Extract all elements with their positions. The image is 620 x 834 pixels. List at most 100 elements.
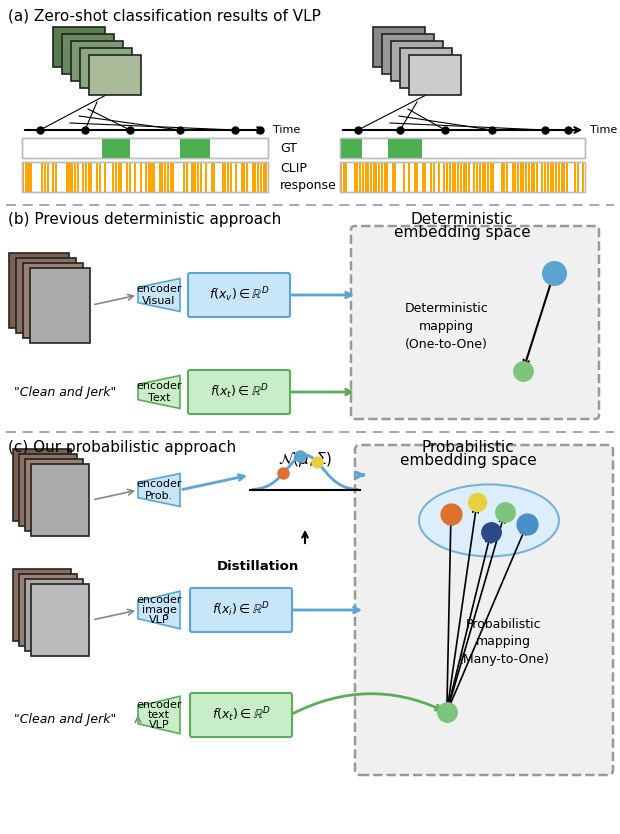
- Text: CLIP
response: CLIP response: [280, 162, 337, 192]
- Bar: [194, 162, 197, 192]
- Bar: [55, 162, 57, 192]
- Bar: [492, 162, 495, 192]
- Bar: [30, 268, 90, 343]
- Bar: [373, 27, 425, 67]
- Bar: [153, 162, 155, 192]
- Bar: [340, 162, 585, 192]
- Bar: [257, 162, 259, 192]
- Text: VLP: VLP: [149, 720, 169, 730]
- Bar: [531, 162, 533, 192]
- Bar: [408, 162, 410, 192]
- Bar: [22, 138, 268, 158]
- Bar: [523, 162, 525, 192]
- Bar: [186, 162, 188, 192]
- Bar: [552, 162, 554, 192]
- Bar: [134, 162, 136, 192]
- Bar: [479, 162, 481, 192]
- Text: $f(x_t) \in \mathbb{R}^D$: $f(x_t) \in \mathbb{R}^D$: [210, 383, 268, 401]
- Ellipse shape: [419, 485, 559, 556]
- Bar: [221, 162, 224, 192]
- Bar: [484, 162, 486, 192]
- Bar: [500, 162, 503, 192]
- Bar: [544, 162, 546, 192]
- Bar: [382, 34, 434, 74]
- Bar: [87, 162, 90, 192]
- Bar: [422, 162, 423, 192]
- Bar: [22, 162, 268, 192]
- Bar: [25, 579, 83, 651]
- Bar: [525, 162, 527, 192]
- Bar: [474, 162, 476, 192]
- Bar: [367, 162, 370, 192]
- Bar: [30, 162, 32, 192]
- Bar: [359, 162, 361, 192]
- Bar: [574, 162, 576, 192]
- Text: Prob.: Prob.: [145, 491, 173, 501]
- Text: Distillation: Distillation: [217, 560, 299, 574]
- FancyBboxPatch shape: [190, 588, 292, 632]
- Bar: [536, 162, 538, 192]
- Bar: [128, 162, 131, 192]
- Bar: [392, 162, 394, 192]
- Bar: [252, 162, 254, 192]
- Bar: [16, 258, 76, 333]
- Bar: [126, 162, 128, 192]
- Bar: [503, 162, 505, 192]
- Bar: [151, 162, 153, 192]
- Bar: [180, 138, 210, 158]
- Text: encoder: encoder: [136, 595, 182, 605]
- Bar: [394, 162, 396, 192]
- Bar: [22, 162, 268, 192]
- Text: Text: Text: [148, 393, 171, 403]
- Bar: [528, 162, 530, 192]
- Bar: [582, 162, 584, 192]
- Bar: [438, 162, 440, 192]
- Text: Time: Time: [590, 125, 618, 135]
- Bar: [19, 454, 77, 526]
- Bar: [402, 162, 405, 192]
- Bar: [71, 162, 73, 192]
- Bar: [577, 162, 579, 192]
- Text: embedding space: embedding space: [394, 225, 530, 240]
- FancyBboxPatch shape: [188, 273, 290, 317]
- Polygon shape: [138, 279, 180, 312]
- Bar: [391, 41, 443, 81]
- Bar: [96, 162, 98, 192]
- Bar: [80, 48, 132, 88]
- Bar: [520, 162, 521, 192]
- Bar: [533, 162, 535, 192]
- Bar: [353, 162, 356, 192]
- Bar: [164, 162, 166, 192]
- Bar: [71, 41, 123, 81]
- Text: Probabilistic
mapping
(Many-to-One): Probabilistic mapping (Many-to-One): [458, 617, 549, 666]
- Bar: [74, 162, 76, 192]
- Text: encoder: encoder: [136, 700, 182, 710]
- Bar: [227, 162, 229, 192]
- Bar: [230, 162, 232, 192]
- Bar: [446, 162, 448, 192]
- Bar: [512, 162, 513, 192]
- Bar: [159, 162, 161, 192]
- Bar: [211, 162, 213, 192]
- Bar: [563, 162, 565, 192]
- Bar: [541, 162, 544, 192]
- Text: embedding space: embedding space: [400, 453, 536, 468]
- Text: $\mathcal{N}(\mu, \Sigma)$: $\mathcal{N}(\mu, \Sigma)$: [278, 450, 332, 469]
- Bar: [31, 464, 89, 536]
- Bar: [265, 162, 267, 192]
- Bar: [449, 162, 451, 192]
- Bar: [345, 162, 347, 192]
- Bar: [414, 162, 415, 192]
- Text: (c) Our probabilistic approach: (c) Our probabilistic approach: [8, 440, 236, 455]
- Bar: [433, 162, 435, 192]
- Polygon shape: [138, 375, 180, 409]
- Bar: [343, 162, 345, 192]
- Bar: [22, 162, 24, 192]
- Bar: [558, 162, 560, 192]
- Bar: [381, 162, 383, 192]
- FancyBboxPatch shape: [355, 445, 613, 775]
- Bar: [547, 162, 549, 192]
- Bar: [62, 34, 114, 74]
- Bar: [44, 162, 46, 192]
- Text: "Clean and Jerk": "Clean and Jerk": [14, 385, 117, 399]
